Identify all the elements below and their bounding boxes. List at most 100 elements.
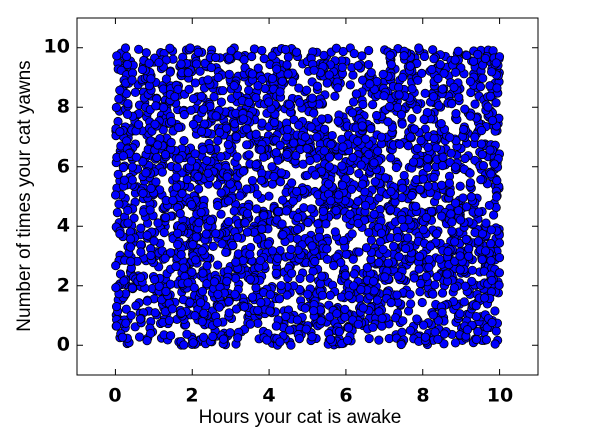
scatter-point [356,160,366,170]
scatter-point [343,323,354,333]
scatter-point [461,234,471,245]
x-axis-label: Hours your cat is awake [199,407,402,428]
scatter-point [492,176,502,186]
scatter-point [121,318,131,328]
scatter-point [150,119,160,129]
scatter-point [467,265,477,275]
scatter-point [485,91,496,101]
scatter-point [306,204,316,214]
scatter-point [398,72,408,83]
x-tick-label: 2 [185,385,198,407]
scatter-point [251,93,261,103]
scatter-point [153,218,163,228]
scatter-point [460,281,470,291]
scatter-point [326,196,336,206]
scatter-point [123,205,133,216]
scatter-point [259,210,269,221]
scatter-point [256,297,266,308]
scatter-point [357,121,367,131]
scatter-point [242,227,252,237]
scatter-point [171,261,181,272]
scatter-point [146,250,156,261]
scatter-point [179,340,189,350]
scatter-point [245,249,255,260]
scatter-point [303,218,313,228]
scatter-point [196,297,206,308]
scatter-point [403,233,413,243]
scatter-point [122,109,133,119]
scatter-point [419,320,429,330]
scatter-point [322,78,332,88]
scatter-point [312,81,323,91]
scatter-point [324,162,334,172]
scatter-point [397,215,407,225]
scatter-point [224,53,234,63]
scatter-point [114,199,124,209]
scatter-point [433,74,443,84]
scatter-point [354,169,364,179]
scatter-point [353,218,363,229]
scatter-point [146,136,156,146]
scatter-point [317,271,327,281]
scatter-point [164,315,175,326]
scatter-point [317,114,327,124]
scatter-point [305,273,315,283]
scatter-point [340,270,351,280]
scatter-point [264,97,274,107]
scatter-point [224,69,234,79]
scatter-point [399,51,409,61]
scatter-point [191,59,202,69]
scatter-point [111,261,121,271]
scatter-point [127,175,137,185]
scatter-point [199,332,209,342]
scatter-point [173,122,184,133]
y-tick-label: 10 [44,36,70,58]
scatter-point [213,201,223,211]
scatter-point [273,253,283,263]
y-tick-label: 6 [57,156,70,178]
scatter-point [257,118,267,128]
scatter-point [418,225,429,235]
scatter-point [115,127,125,137]
scatter-point [343,335,353,345]
scatter-point [118,162,128,173]
scatter-point [247,51,257,62]
scatter-point [247,176,258,186]
scatter-point [187,267,197,277]
scatter-point [485,145,495,155]
scatter-point [330,227,340,237]
scatter-point [196,91,207,101]
scatter-point [212,180,223,190]
scatter-point [174,154,184,164]
scatter-point [145,205,155,215]
scatter-point [331,205,341,216]
scatter-point [333,83,343,93]
scatter-point [149,236,159,246]
scatter-point [131,152,141,162]
plot-frame [76,17,539,376]
scatter-point [224,308,234,318]
scatter-point [120,43,131,53]
scatter-point [470,227,480,238]
scatter-point [307,241,317,251]
scatter-point [349,48,359,59]
scatter-point [459,297,469,307]
scatter-point [394,252,404,262]
scatter-point [462,50,472,61]
scatter-point [480,246,491,256]
scatter-point [232,152,242,162]
scatter-point [118,151,128,161]
scatter-point [444,178,455,188]
scatter-point [396,110,406,120]
scatter-point [383,258,393,268]
scatter-point [455,251,465,261]
scatter-point [239,302,250,312]
scatter-point [119,276,129,286]
points-layer [110,43,505,350]
scatter-point [437,84,448,94]
scatter-point [434,101,444,111]
scatter-point [217,239,227,249]
scatter-point [325,334,336,344]
scatter-point [405,132,416,142]
scatter-point [450,162,461,172]
